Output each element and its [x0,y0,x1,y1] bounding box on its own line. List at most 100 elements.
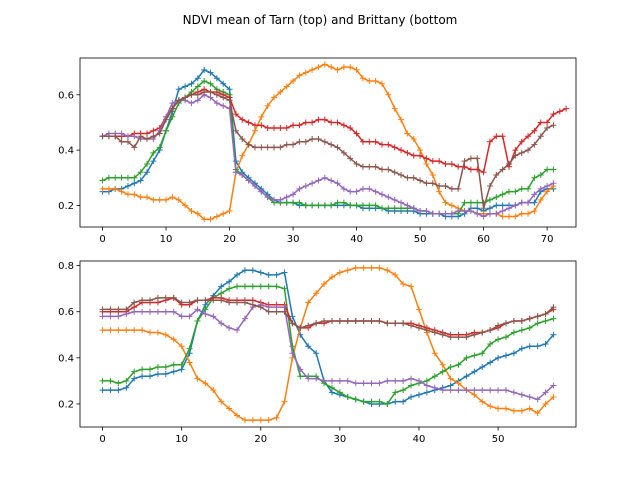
data-point-marker [290,199,297,206]
data-point-marker [352,317,359,324]
data-point-marker [512,147,519,154]
data-point-marker [144,136,150,143]
data-point-marker [264,194,271,201]
data-point-marker [372,202,379,209]
data-point-marker [340,64,347,71]
data-point-marker [271,124,278,131]
data-point-marker [376,264,383,271]
data-point-marker [360,264,367,271]
data-point-marker [289,313,296,320]
data-point-marker [207,216,214,223]
data-point-marker [239,116,246,123]
data-point-marker [534,343,541,350]
data-point-marker [305,343,312,350]
data-point-marker [431,373,438,380]
data-point-marker [467,166,474,173]
data-point-marker [273,414,280,421]
series-line-6 [99,294,557,341]
data-point-marker [415,324,422,331]
series-path [102,269,555,405]
data-point-marker [99,327,106,334]
x-tick-label: 40 [413,434,426,445]
series-path [102,297,554,338]
data-point-marker [461,199,468,206]
data-point-marker [439,361,446,368]
data-point-marker [368,317,375,324]
data-point-marker [321,61,328,68]
data-point-marker [455,387,462,394]
x-tick-label: 20 [223,234,236,245]
data-point-marker [321,317,328,324]
data-point-marker [328,64,335,71]
data-point-marker [178,343,185,350]
data-point-marker [372,138,379,145]
data-point-marker [479,329,486,336]
data-point-marker [429,172,436,178]
data-point-marker [156,130,163,137]
data-point-marker [139,308,146,315]
data-point-marker [271,144,278,151]
data-point-marker [283,194,290,201]
x-tick-label: 20 [254,434,267,445]
data-point-marker [99,387,106,394]
data-point-marker [431,329,438,336]
data-point-marker [436,183,443,190]
data-point-marker [226,299,233,306]
data-point-marker [162,294,169,301]
data-point-marker [118,130,125,137]
data-point-marker [99,306,106,313]
data-point-marker [384,320,391,327]
data-point-marker [423,327,430,334]
series-line-3 [99,77,557,217]
data-point-marker [410,205,417,212]
data-point-marker [471,352,478,359]
y-tick-label: 0.2 [58,399,74,410]
data-point-marker [309,202,316,209]
x-tick-label: 40 [350,234,363,245]
data-point-marker [378,166,385,173]
data-point-marker [315,202,322,209]
data-point-marker [123,377,130,384]
data-point-marker [493,194,500,201]
data-point-marker [398,147,405,154]
data-point-marker [139,373,146,380]
data-point-marker [147,308,154,315]
data-point-marker [182,94,189,101]
data-point-marker [124,174,131,181]
data-point-marker [178,313,185,320]
data-point-marker [479,350,486,357]
data-point-marker [105,133,112,140]
data-point-marker [510,407,517,414]
data-point-marker [415,377,422,384]
data-point-marker [479,364,486,371]
data-point-marker [493,172,500,178]
data-point-marker [144,169,150,176]
data-point-marker [391,144,398,151]
data-point-marker [550,331,557,338]
data-point-marker [431,384,438,391]
data-point-marker [207,69,214,76]
data-point-marker [544,119,551,126]
data-point-marker [194,375,201,382]
data-point-marker [550,382,557,389]
data-point-marker [309,180,316,187]
data-point-marker [353,160,360,167]
data-point-marker [534,320,541,327]
data-point-marker [241,315,248,322]
data-point-marker [479,398,486,405]
data-point-marker [442,160,449,167]
data-point-marker [392,398,399,405]
data-point-marker [249,267,256,274]
data-point-marker [210,297,217,304]
data-point-marker [463,373,470,380]
data-point-marker [277,124,284,131]
data-point-marker [415,306,422,313]
data-point-marker [423,180,430,187]
data-point-marker [474,199,481,206]
data-point-marker [372,77,379,84]
data-point-marker [328,274,335,281]
data-point-marker [202,380,209,387]
data-point-marker [336,389,343,396]
data-point-marker [296,122,303,129]
data-point-marker [210,387,217,394]
